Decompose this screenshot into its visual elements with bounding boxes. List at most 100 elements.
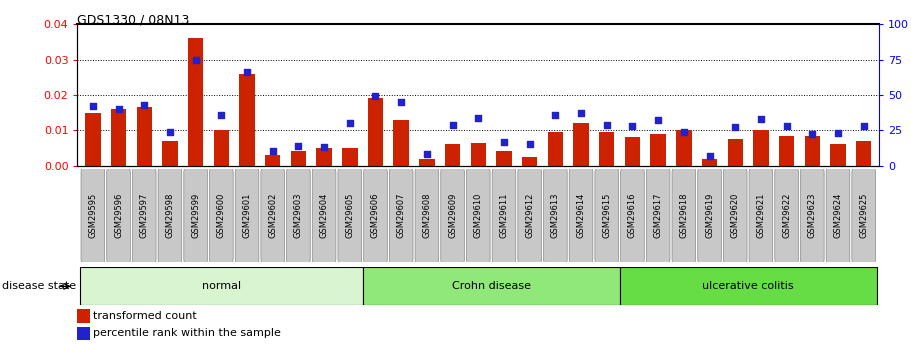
Bar bbox=[291, 151, 306, 166]
Point bbox=[137, 102, 151, 108]
Text: GSM29601: GSM29601 bbox=[242, 193, 251, 238]
Text: GSM29621: GSM29621 bbox=[756, 193, 765, 238]
Bar bbox=[496, 151, 512, 166]
Point bbox=[240, 69, 254, 75]
FancyBboxPatch shape bbox=[132, 168, 156, 263]
Point bbox=[702, 153, 717, 158]
Point bbox=[111, 106, 126, 112]
FancyBboxPatch shape bbox=[620, 168, 644, 263]
Text: GSM29622: GSM29622 bbox=[783, 193, 791, 238]
Text: GSM29605: GSM29605 bbox=[345, 193, 354, 238]
Bar bbox=[213, 130, 229, 166]
Bar bbox=[779, 136, 794, 166]
Text: GSM29603: GSM29603 bbox=[294, 193, 303, 238]
Bar bbox=[522, 157, 537, 166]
Point bbox=[625, 123, 640, 129]
FancyBboxPatch shape bbox=[261, 168, 284, 263]
FancyBboxPatch shape bbox=[544, 168, 568, 263]
Bar bbox=[394, 120, 409, 166]
Bar bbox=[830, 144, 845, 166]
Text: GSM29597: GSM29597 bbox=[139, 193, 148, 238]
FancyBboxPatch shape bbox=[235, 168, 259, 263]
Bar bbox=[316, 148, 332, 166]
Point bbox=[599, 122, 614, 127]
Bar bbox=[188, 38, 203, 166]
Text: GSM29606: GSM29606 bbox=[371, 193, 380, 238]
FancyBboxPatch shape bbox=[852, 168, 875, 263]
FancyBboxPatch shape bbox=[672, 168, 696, 263]
Bar bbox=[80, 267, 363, 305]
Point bbox=[445, 122, 460, 127]
FancyBboxPatch shape bbox=[723, 168, 747, 263]
FancyBboxPatch shape bbox=[81, 168, 105, 263]
Bar bbox=[343, 148, 357, 166]
Bar bbox=[753, 130, 769, 166]
Bar bbox=[625, 137, 640, 166]
Bar bbox=[363, 267, 619, 305]
Text: GSM29600: GSM29600 bbox=[217, 193, 226, 238]
Text: GSM29614: GSM29614 bbox=[577, 193, 586, 238]
Text: GSM29618: GSM29618 bbox=[680, 193, 689, 238]
FancyBboxPatch shape bbox=[595, 168, 619, 263]
Text: normal: normal bbox=[201, 282, 241, 291]
FancyBboxPatch shape bbox=[517, 168, 541, 263]
Point bbox=[214, 112, 229, 117]
Bar bbox=[445, 144, 460, 166]
Text: GSM29624: GSM29624 bbox=[834, 193, 843, 238]
Bar bbox=[650, 134, 666, 166]
Text: GSM29607: GSM29607 bbox=[396, 193, 405, 238]
Text: GDS1330 / 08N13: GDS1330 / 08N13 bbox=[77, 14, 189, 27]
Point bbox=[496, 139, 511, 144]
FancyBboxPatch shape bbox=[159, 168, 182, 263]
Text: GSM29613: GSM29613 bbox=[551, 193, 560, 238]
Bar bbox=[856, 141, 872, 166]
Point bbox=[189, 57, 203, 62]
Bar bbox=[77, 327, 90, 340]
Bar bbox=[240, 73, 255, 166]
Bar bbox=[548, 132, 563, 166]
FancyBboxPatch shape bbox=[466, 168, 490, 263]
Point bbox=[574, 110, 589, 116]
Text: ulcerative colitis: ulcerative colitis bbox=[702, 282, 793, 291]
Bar bbox=[573, 123, 589, 166]
Text: GSM29595: GSM29595 bbox=[88, 193, 97, 238]
Point bbox=[728, 125, 742, 130]
Point bbox=[368, 93, 383, 99]
FancyBboxPatch shape bbox=[801, 168, 824, 263]
Point bbox=[343, 120, 357, 126]
Text: GSM29596: GSM29596 bbox=[114, 193, 123, 238]
Point bbox=[650, 118, 665, 123]
FancyBboxPatch shape bbox=[363, 168, 387, 263]
Text: GSM29608: GSM29608 bbox=[423, 193, 432, 238]
Point bbox=[856, 123, 871, 129]
Point bbox=[265, 149, 280, 154]
Bar bbox=[77, 309, 90, 323]
Text: GSM29619: GSM29619 bbox=[705, 193, 714, 238]
Point bbox=[163, 129, 178, 135]
Bar bbox=[85, 112, 100, 166]
Point bbox=[471, 115, 486, 120]
Bar bbox=[804, 136, 820, 166]
Text: GSM29620: GSM29620 bbox=[731, 193, 740, 238]
Text: GSM29611: GSM29611 bbox=[499, 193, 508, 238]
Text: GSM29604: GSM29604 bbox=[320, 193, 329, 238]
Bar bbox=[368, 98, 384, 166]
Bar bbox=[599, 132, 614, 166]
Bar bbox=[728, 139, 743, 166]
FancyBboxPatch shape bbox=[287, 168, 311, 263]
Bar bbox=[162, 141, 178, 166]
Point bbox=[548, 112, 563, 117]
Bar bbox=[701, 159, 717, 166]
Text: transformed count: transformed count bbox=[93, 311, 197, 321]
Bar bbox=[619, 267, 876, 305]
FancyBboxPatch shape bbox=[774, 168, 798, 263]
Text: GSM29625: GSM29625 bbox=[859, 193, 868, 238]
Point bbox=[522, 141, 537, 147]
FancyBboxPatch shape bbox=[415, 168, 439, 263]
Point bbox=[831, 130, 845, 136]
Bar bbox=[137, 107, 152, 166]
Text: GSM29612: GSM29612 bbox=[525, 193, 534, 238]
Bar bbox=[265, 155, 281, 166]
Text: GSM29602: GSM29602 bbox=[268, 193, 277, 238]
Point bbox=[805, 132, 820, 137]
